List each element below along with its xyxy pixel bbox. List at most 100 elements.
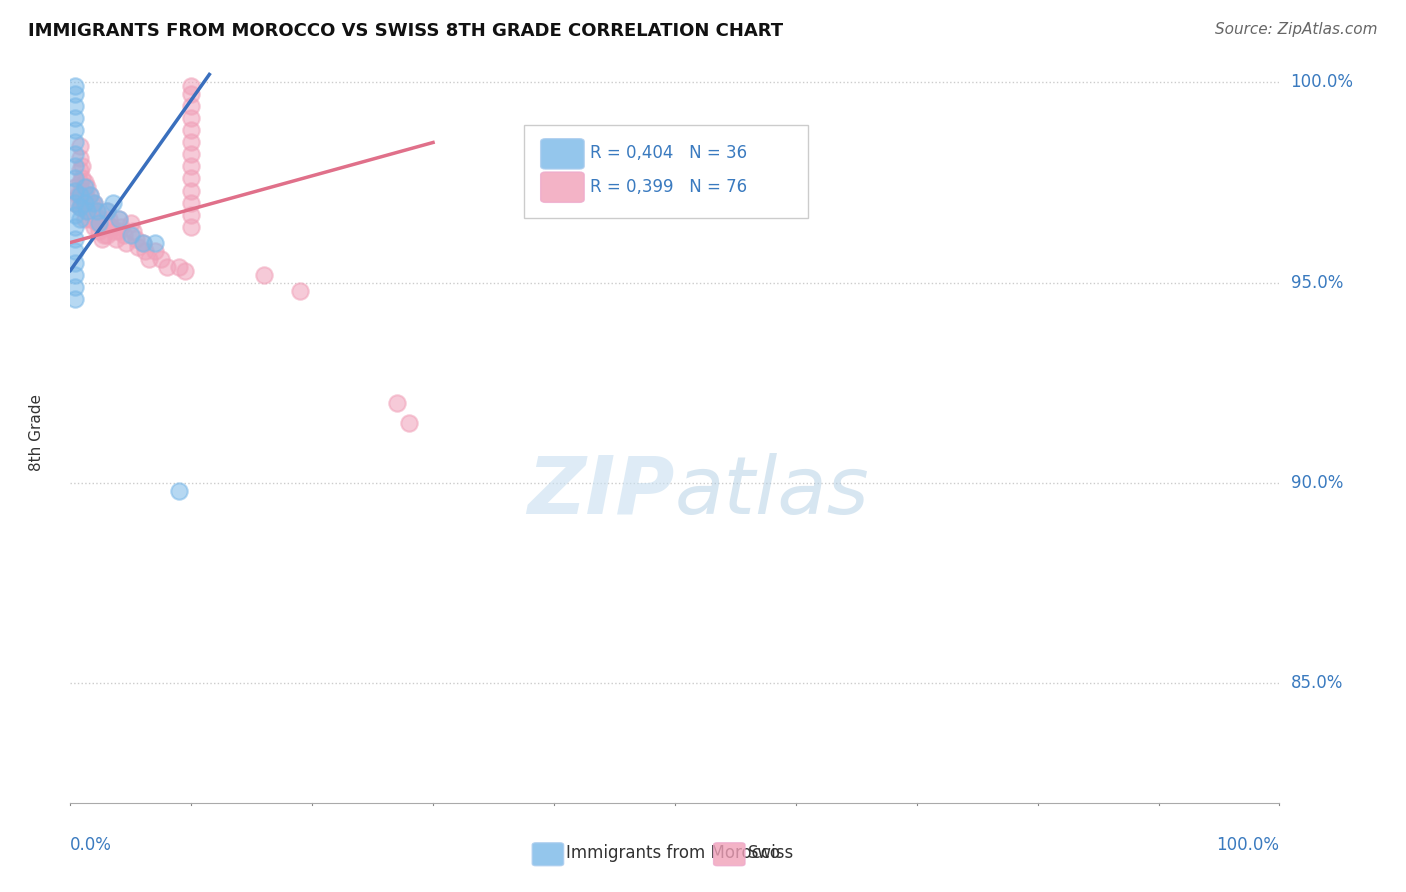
- Text: Source: ZipAtlas.com: Source: ZipAtlas.com: [1215, 22, 1378, 37]
- Point: [150, 252, 172, 266]
- Point: [107, 211, 129, 226]
- Point: [63, 195, 86, 210]
- Point: [96, 203, 118, 218]
- Text: 85.0%: 85.0%: [1291, 673, 1343, 691]
- Point: [174, 263, 197, 277]
- Point: [134, 244, 156, 258]
- Point: [73, 195, 96, 210]
- Point: [63, 231, 86, 245]
- Point: [180, 136, 202, 150]
- Point: [98, 211, 121, 226]
- FancyBboxPatch shape: [714, 843, 745, 866]
- Point: [180, 184, 202, 198]
- Point: [398, 416, 420, 430]
- Text: 90.0%: 90.0%: [1291, 474, 1343, 491]
- Point: [96, 227, 118, 242]
- Text: IMMIGRANTS FROM MOROCCO VS SWISS 8TH GRADE CORRELATION CHART: IMMIGRANTS FROM MOROCCO VS SWISS 8TH GRA…: [28, 22, 783, 40]
- Point: [89, 223, 111, 237]
- Point: [69, 211, 91, 226]
- Point: [69, 187, 91, 202]
- Point: [63, 279, 86, 293]
- Point: [83, 219, 105, 234]
- Text: 8th Grade: 8th Grade: [30, 394, 44, 471]
- Text: ZIP: ZIP: [527, 453, 675, 531]
- Point: [89, 211, 111, 226]
- Point: [180, 79, 202, 94]
- Point: [63, 147, 86, 161]
- Point: [105, 231, 128, 245]
- Point: [72, 195, 94, 210]
- Point: [63, 255, 86, 269]
- Point: [73, 200, 96, 214]
- Point: [79, 187, 101, 202]
- Point: [120, 215, 142, 229]
- Point: [63, 268, 86, 282]
- Point: [90, 231, 112, 245]
- Text: 100.0%: 100.0%: [1216, 836, 1279, 855]
- Point: [83, 195, 105, 210]
- Point: [76, 179, 98, 194]
- Point: [66, 187, 89, 202]
- Point: [107, 223, 129, 237]
- Text: 0.0%: 0.0%: [70, 836, 112, 855]
- Point: [93, 227, 115, 242]
- Point: [63, 207, 86, 221]
- Point: [180, 207, 202, 221]
- Point: [69, 152, 91, 166]
- Point: [69, 163, 91, 178]
- Text: 95.0%: 95.0%: [1291, 274, 1343, 292]
- Point: [180, 87, 202, 102]
- Point: [73, 179, 96, 194]
- Point: [143, 235, 166, 250]
- Point: [138, 252, 160, 266]
- Point: [86, 203, 108, 218]
- Point: [63, 292, 86, 306]
- Point: [124, 231, 146, 245]
- Point: [73, 211, 96, 226]
- Point: [63, 171, 86, 186]
- Point: [63, 136, 86, 150]
- Point: [156, 260, 179, 274]
- Point: [86, 215, 108, 229]
- Point: [385, 395, 408, 409]
- Point: [72, 184, 94, 198]
- Point: [63, 87, 86, 102]
- Point: [83, 195, 105, 210]
- Point: [180, 112, 202, 126]
- Point: [180, 171, 202, 186]
- Point: [63, 79, 86, 94]
- Point: [63, 112, 86, 126]
- Point: [120, 227, 142, 242]
- Point: [288, 284, 311, 298]
- Point: [63, 179, 86, 194]
- Point: [69, 176, 91, 190]
- Point: [96, 203, 118, 218]
- Point: [107, 211, 129, 226]
- Point: [69, 200, 91, 214]
- Point: [79, 211, 101, 226]
- Point: [79, 200, 101, 214]
- Text: R = 0,404   N = 36: R = 0,404 N = 36: [591, 144, 748, 161]
- Point: [86, 203, 108, 218]
- Point: [76, 192, 98, 206]
- Text: 100.0%: 100.0%: [1291, 73, 1354, 92]
- Point: [127, 239, 149, 253]
- FancyBboxPatch shape: [541, 138, 585, 169]
- Point: [253, 268, 276, 282]
- Point: [180, 160, 202, 174]
- Text: Immigrants from Morocco: Immigrants from Morocco: [567, 844, 780, 863]
- Text: R = 0,399   N = 76: R = 0,399 N = 76: [591, 178, 748, 196]
- Point: [69, 200, 91, 214]
- Point: [96, 215, 118, 229]
- Point: [180, 99, 202, 113]
- Point: [76, 203, 98, 218]
- Point: [132, 235, 155, 250]
- Text: atlas: atlas: [675, 453, 870, 531]
- Point: [115, 235, 138, 250]
- Point: [80, 195, 103, 210]
- Point: [69, 139, 91, 153]
- Point: [69, 187, 91, 202]
- Point: [63, 244, 86, 258]
- Point: [167, 260, 190, 274]
- Point: [63, 123, 86, 137]
